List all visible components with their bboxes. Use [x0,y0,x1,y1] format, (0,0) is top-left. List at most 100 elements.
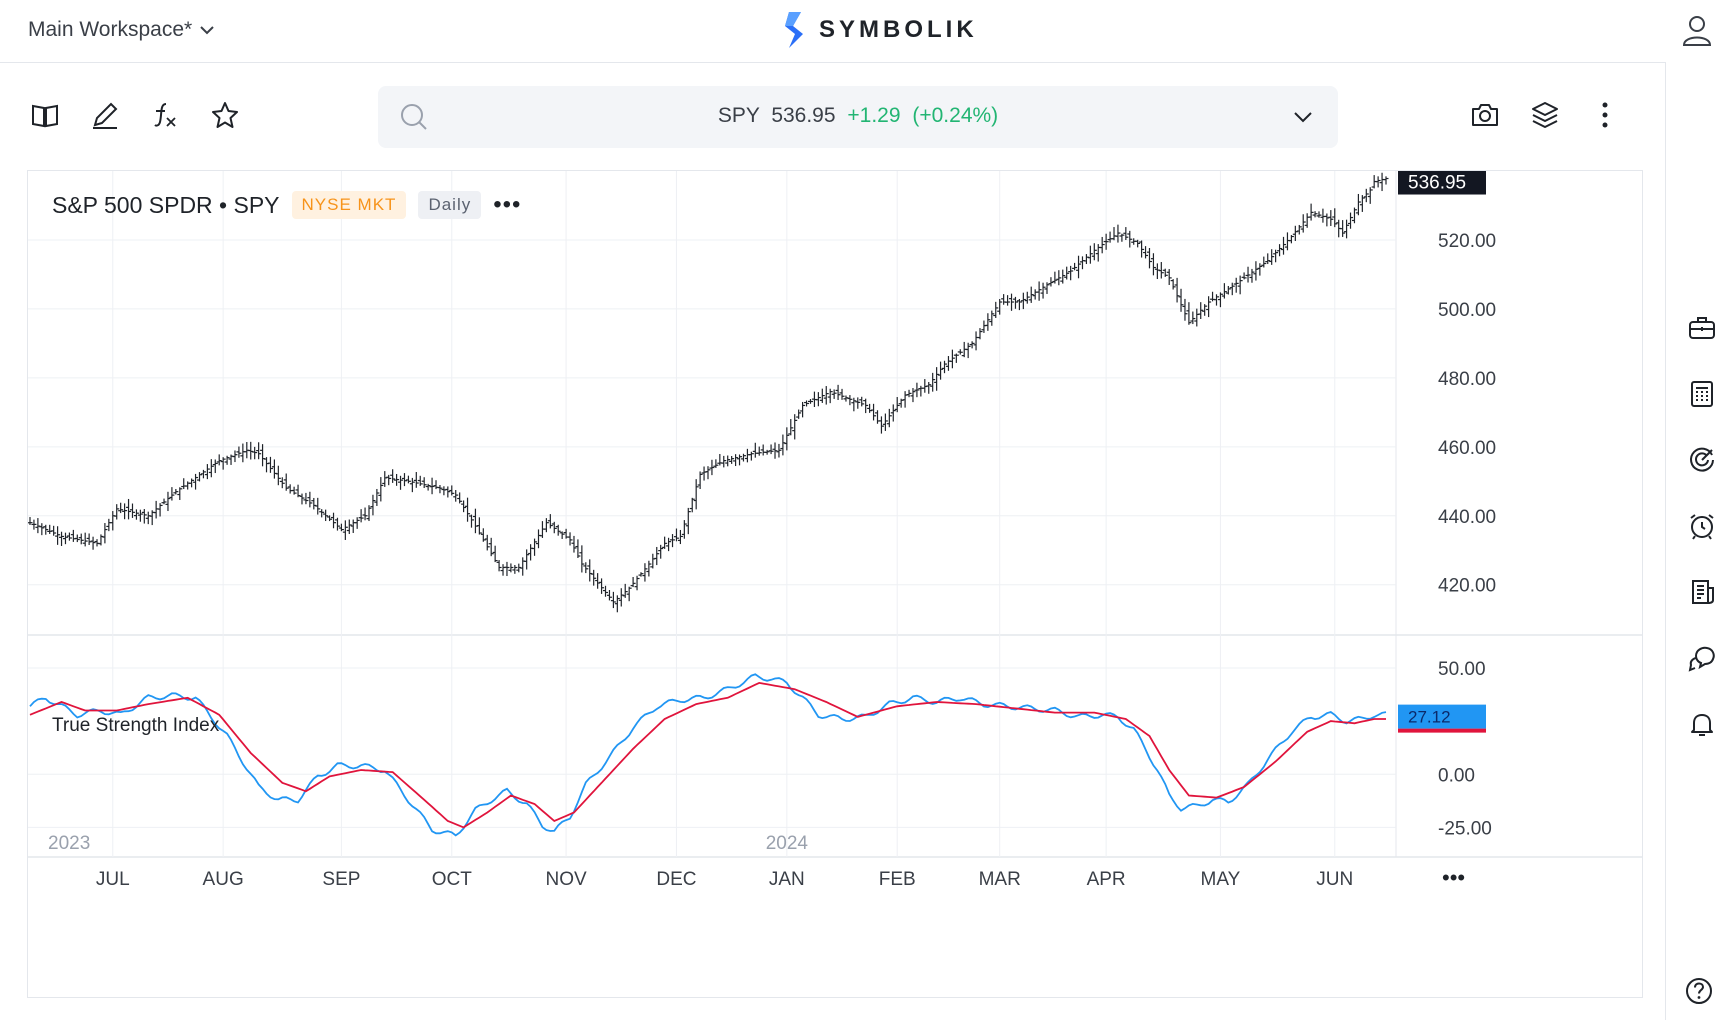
ohlc-bar [405,475,411,484]
function-icon[interactable] [150,100,180,130]
ohlc-bar [413,472,419,488]
chat-icon[interactable] [1688,644,1716,672]
ohlc-bar [1202,304,1208,316]
symbolik-logo: SYMBOLIK [783,12,978,48]
radar-icon[interactable] [1688,446,1716,474]
ohlc-bar [1190,311,1196,325]
ohlc-bar [200,469,206,479]
kebab-menu-icon[interactable] [1590,100,1620,130]
ohlc-bar [650,553,656,569]
layers-icon[interactable] [1530,100,1560,130]
ohlc-bar [1355,193,1361,216]
tsi-value-label: 27.12 [1408,708,1451,727]
ohlc-bar [484,534,490,551]
ohlc-bar [1296,224,1302,235]
ohlc-bar [1135,239,1141,248]
ohlc-bar [1170,279,1176,290]
ohlc-bar [524,549,530,570]
chart-container[interactable]: 420.00 440.00 460.00 480.00 500.00 520.00 50.0… [27,170,1643,998]
ohlc-bar [713,459,719,468]
ohlc-bar [1111,227,1117,241]
tsi-signal-badge [1398,728,1486,733]
ohlc-bar [252,446,258,460]
ohlc-bar [1174,277,1180,303]
alarm-clock-icon[interactable] [1688,512,1716,540]
ohlc-bar [823,386,829,405]
month-label: JUN [1316,869,1353,890]
price-tick-label: 500.00 [1438,300,1496,321]
ohlc-bar [1091,243,1097,261]
ohlc-bar [953,353,959,363]
ohlc-bar [551,521,557,534]
ohlc-bar [370,494,376,516]
ohlc-bar [55,526,61,545]
ohlc-bar [957,349,963,355]
ohlc-bar [591,569,597,586]
ohlc-bar [492,545,498,563]
ohlc-bar [496,560,502,572]
ohlc-bar [618,588,624,607]
calculator-icon[interactable] [1688,380,1716,408]
ohlc-bar [1060,269,1066,284]
ohlc-bar [1261,256,1267,268]
bell-icon[interactable] [1688,710,1716,738]
chevron-down-icon [200,26,214,35]
ohlc-bar [28,517,33,525]
symbol-search-bar[interactable]: SPY 536.95 +1.29 (+0.24%) [378,86,1338,148]
book-icon[interactable] [30,100,60,130]
ohlc-bar [1383,176,1389,185]
ohlc-bar [1072,262,1078,271]
ohlc-bar [409,477,415,493]
ohlc-bar [1012,296,1018,309]
ohlc-bar [1304,213,1310,228]
chevron-down-icon[interactable] [1292,106,1314,128]
ohlc-bar [457,492,463,504]
ohlc-bar [654,546,660,566]
ohlc-bar [1166,269,1172,285]
ohlc-bar [973,331,979,351]
price-tick-label: 460.00 [1438,438,1496,459]
ohlc-bar [827,388,833,404]
user-profile-icon[interactable] [1682,15,1712,47]
ohlc-bar [685,507,691,535]
ohlc-bar [82,532,88,547]
star-icon[interactable] [210,100,240,130]
ohlc-bar [851,397,857,412]
ohlc-bar [98,534,104,546]
ohlc-bar [855,397,861,409]
ohlc-bar [398,475,404,490]
quote-symbol: SPY [717,104,760,127]
pencil-icon[interactable] [90,100,120,130]
price-tick-label: 440.00 [1438,507,1496,528]
exchange-badge: NYSE MKT [291,191,407,219]
ohlc-bar [248,441,254,460]
ohlc-bar [1375,176,1381,188]
ohlc-bar [630,577,636,588]
news-icon[interactable] [1688,578,1716,606]
month-label: FEB [879,869,916,890]
workspace-selector[interactable]: Main Workspace* [28,18,214,42]
ohlc-bar [472,508,478,534]
ohlc-bar [863,398,869,414]
ohlc-bar [70,529,76,542]
chart-canvas[interactable]: 420.00 440.00 460.00 480.00 500.00 520.00 50.0… [28,171,1642,997]
chart-options-button[interactable]: ••• [493,191,522,218]
ohlc-bar [1182,298,1188,321]
interval-badge[interactable]: Daily [418,191,482,219]
ohlc-bar [752,442,758,458]
ohlc-bar [926,381,932,394]
ohlc-bar [1079,256,1085,270]
year-label: 2023 [48,833,90,854]
briefcase-icon[interactable] [1688,314,1716,342]
ohlc-bar [579,545,585,573]
help-icon[interactable] [1684,976,1714,1006]
ohlc-bar [504,561,510,577]
ohlc-bar [165,491,171,512]
ohlc-bar [1040,282,1046,299]
camera-icon[interactable] [1470,100,1500,130]
ohlc-bar [725,455,731,467]
month-label: AUG [203,869,244,890]
ohlc-bar [327,515,333,522]
ohlc-bar [977,328,983,340]
